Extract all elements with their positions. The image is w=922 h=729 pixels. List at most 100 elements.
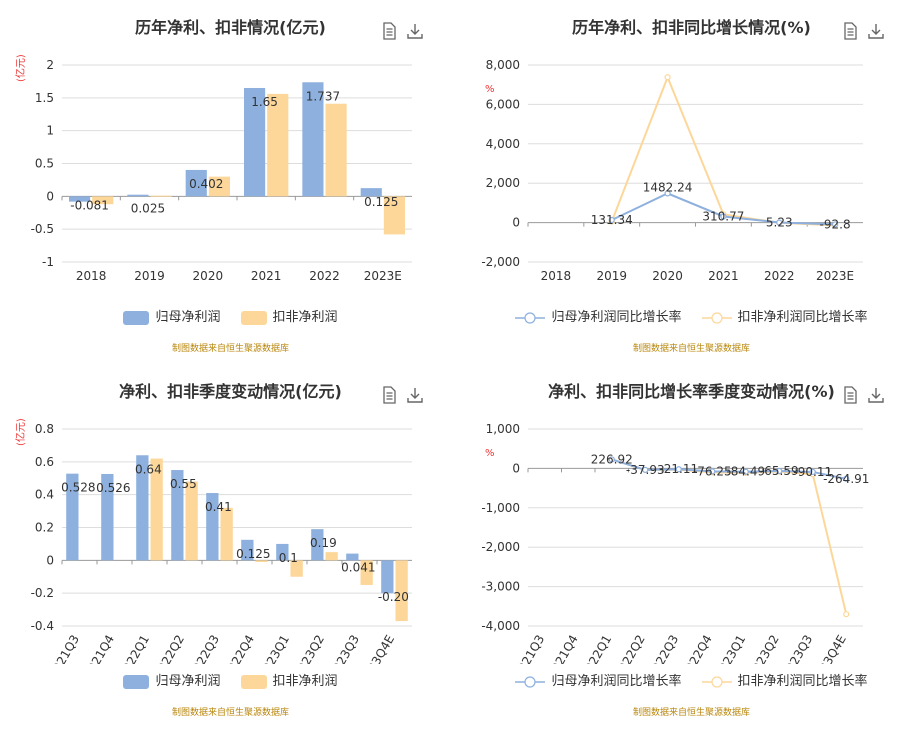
data-point — [664, 74, 671, 81]
legend-item[interactable]: 扣非净利润 — [240, 306, 338, 325]
y-tick-label: -0.4 — [31, 619, 54, 633]
data-label: -65.59 — [760, 464, 799, 478]
bar — [150, 195, 172, 197]
legend-label: 归母净利润同比增长率 — [551, 310, 682, 325]
y-tick-label: 6,000 — [486, 97, 520, 111]
x-tick-label: 2021 — [251, 269, 282, 283]
data-label: 310.77 — [702, 209, 744, 223]
y-tick-label: -0.2 — [31, 586, 54, 600]
x-tick-label: 2022Q2 — [151, 633, 187, 665]
bar — [276, 543, 289, 561]
data-label: 0.528 — [61, 481, 95, 495]
data-label: 0.1 — [279, 551, 298, 565]
legend-label: 归母净利润 — [155, 674, 221, 689]
x-tick-label: 2022Q3 — [645, 633, 681, 665]
data-label: 0.526 — [96, 481, 130, 495]
y-tick-label: -2,000 — [481, 255, 520, 269]
legend-item[interactable]: 扣非净利润同比增长率 — [701, 306, 868, 325]
legend-item[interactable]: 归母净利润 — [123, 670, 221, 689]
y-tick-label: 0.2 — [35, 521, 54, 535]
bar — [127, 194, 149, 197]
legend-label: 归母净利润同比增长率 — [551, 674, 682, 689]
data-label: -90.11 — [793, 465, 832, 479]
download-icon[interactable] — [406, 386, 424, 404]
bar — [244, 87, 266, 197]
chart-panel-quarterly-growth: 净利、扣非同比增长率季度变动情况(%) 1,000 0 -1,000 -2,000 -3… — [461, 364, 922, 728]
data-point — [831, 221, 839, 228]
y-tick-label: 1,000 — [486, 422, 520, 436]
data-label: 1.65 — [251, 95, 278, 109]
bar — [360, 188, 382, 197]
data-point — [843, 611, 850, 618]
legend-item[interactable]: 归母净利润同比增长率 — [515, 306, 682, 325]
chart-title: 历年净利、扣非同比增长情况(%) — [572, 18, 811, 37]
bar — [325, 552, 338, 561]
legend: 归母净利润同比增长率 扣非净利润同比增长率 — [461, 306, 922, 325]
y-tick-label: 0.8 — [35, 422, 54, 436]
unit-label: (亿元) — [14, 54, 27, 82]
legend-swatch — [123, 674, 150, 689]
x-tick-label: 2023Q3 — [779, 633, 815, 665]
x-tick-label: 2023Q1 — [256, 633, 292, 665]
series-line — [611, 458, 847, 480]
document-icon[interactable] — [380, 386, 398, 404]
chart-plot: 8,000 6,000 4,000 2,000 0 -2,000% 2018 2019 2020… — [481, 58, 863, 283]
data-label: 5.23 — [766, 215, 793, 229]
chart-plot: 2 1.5 1 0.5 0 -0.5 -1 (亿元) 2018 2019 2020 2021 2022 2… — [14, 54, 412, 283]
data-label: 0.125 — [364, 195, 398, 209]
data-point — [709, 468, 716, 475]
x-tick-label: 2021Q3 — [46, 633, 82, 665]
data-label: 0.55 — [170, 477, 197, 491]
data-point — [608, 216, 615, 224]
chart-panel-quarterly-profit: 净利、扣非季度变动情况(亿元) 0.8 0.6 0.4 0.2 0 -0.2 -0.4 (亿元… — [0, 364, 461, 728]
document-icon[interactable] — [380, 22, 398, 40]
bar — [66, 473, 79, 561]
x-tick-label: 2023E — [816, 269, 854, 283]
x-tick-label: 2019 — [596, 269, 627, 283]
bar — [69, 196, 91, 202]
bar — [383, 196, 405, 235]
data-label: 0.41 — [205, 500, 232, 514]
y-tick-label: 0.5 — [35, 157, 54, 171]
legend-item[interactable]: 归母净利润同比增长率 — [515, 670, 682, 689]
data-point — [742, 468, 749, 475]
legend-item[interactable]: 扣非净利润 — [240, 670, 338, 689]
data-label: 0.19 — [310, 536, 337, 550]
download-icon[interactable] — [406, 22, 424, 40]
x-tick-label: 2019 — [134, 269, 165, 283]
chart-title: 净利、扣非同比增长率季度变动情况(%) — [548, 382, 835, 401]
bar — [136, 455, 149, 561]
bar — [185, 481, 198, 561]
y-tick-label: 1.5 — [35, 91, 54, 105]
y-tick-label: 0 — [512, 216, 520, 230]
y-tick-label: -1,000 — [481, 501, 520, 515]
download-icon[interactable] — [867, 22, 885, 40]
document-icon[interactable] — [841, 386, 859, 404]
y-tick-label: 4,000 — [486, 137, 520, 151]
y-tick-label: -0.5 — [31, 222, 54, 236]
chart-plot: 1,0000-1,000-2,000-3,000-4,000%2021Q3202… — [481, 422, 869, 665]
x-tick-label: 2023Q3 — [326, 633, 362, 665]
x-tick-label: 2021 — [708, 269, 739, 283]
bar — [267, 93, 289, 197]
y-tick-label: -3,000 — [481, 580, 520, 594]
y-tick-label: 1 — [46, 124, 54, 138]
legend-item[interactable]: 扣非净利润同比增长率 — [701, 670, 868, 689]
y-tick-label: 0 — [46, 553, 54, 567]
document-icon[interactable] — [841, 22, 859, 40]
legend: 归母净利润 扣非净利润 — [0, 306, 461, 325]
data-label: 1.737 — [306, 89, 340, 103]
bar — [92, 196, 114, 205]
bar — [395, 560, 408, 622]
y-tick-label: 2,000 — [486, 176, 520, 190]
legend-swatch — [123, 310, 150, 325]
chart-plot: 0.80.60.40.20-0.2-0.4(亿元)2021Q3 2021Q4 202… — [14, 418, 412, 665]
unit-label: (亿元) — [14, 418, 27, 446]
legend-item[interactable]: 归母净利润 — [123, 306, 221, 325]
data-label: 131.34 — [591, 213, 633, 227]
x-tick-label: 2022Q4 — [679, 633, 715, 665]
download-icon[interactable] — [867, 386, 885, 404]
chart-title: 历年净利、扣非情况(亿元) — [135, 18, 326, 37]
data-label: -92.8 — [820, 217, 851, 231]
bar — [302, 82, 324, 197]
